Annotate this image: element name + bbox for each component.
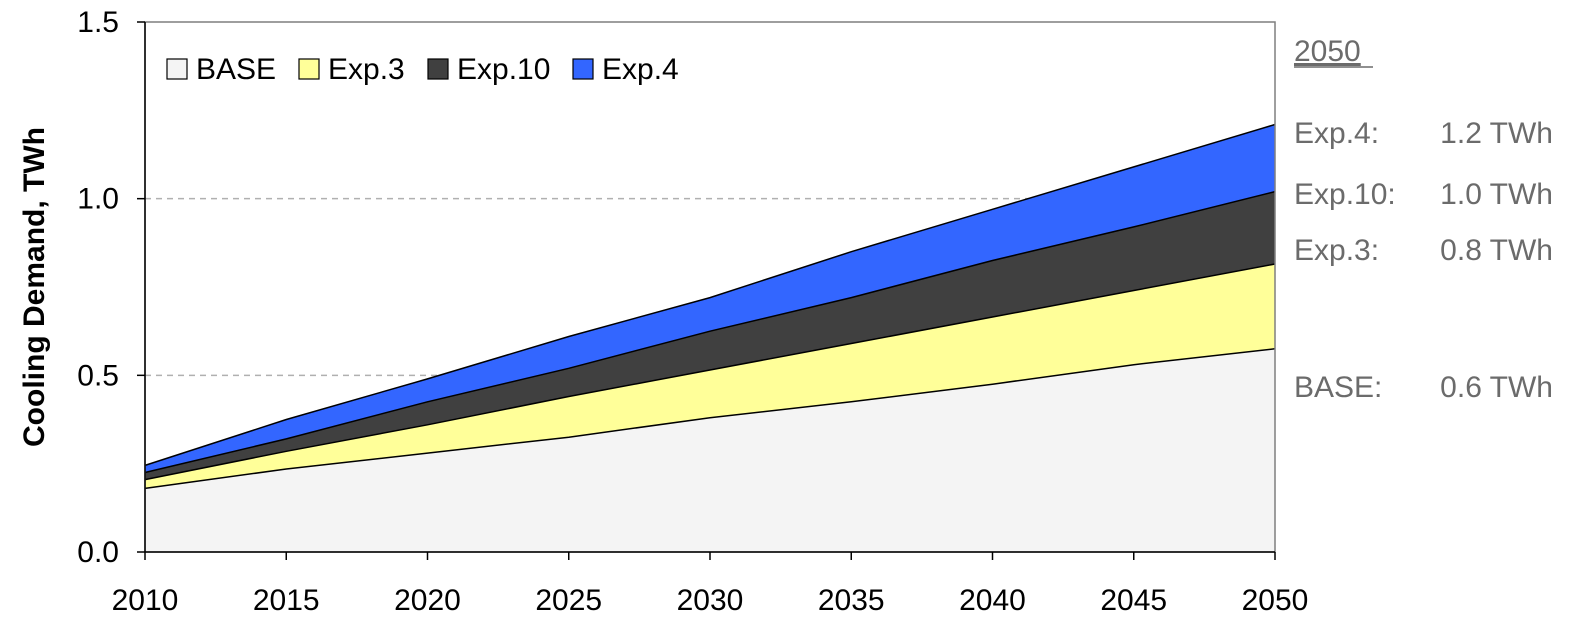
legend: BASE Exp.3 Exp.10 Exp.4 bbox=[166, 53, 679, 86]
y-tick-label: 1.0 bbox=[77, 183, 119, 216]
y-tick-labels: 0.0 0.5 1.0 1.5 bbox=[77, 6, 119, 569]
x-tick-label: 2010 bbox=[112, 584, 179, 617]
line-exp10 bbox=[144, 190, 1276, 474]
area-exp4 bbox=[145, 124, 1275, 473]
x-tick-label: 2015 bbox=[253, 584, 320, 617]
x-tick-label: 2050 bbox=[1242, 584, 1309, 617]
annotation-label: Exp.10: bbox=[1294, 178, 1396, 211]
y-tick-label: 0.0 bbox=[77, 536, 119, 569]
annotation-label: Exp.3: bbox=[1294, 234, 1379, 267]
legend-label: BASE bbox=[196, 53, 276, 86]
line-exp3 bbox=[144, 263, 1276, 481]
legend-label: Exp.10 bbox=[457, 53, 550, 86]
y-tick-label: 0.5 bbox=[77, 359, 119, 392]
annotation-value: 0.8 TWh bbox=[1440, 234, 1553, 267]
axes bbox=[137, 21, 1276, 560]
annotations-2050: 2050 Exp.4: 1.2 TWh Exp.10: 1.0 TWh Exp.3: 0.8… bbox=[1294, 35, 1553, 404]
annotation-item: Exp.4: 1.2 TWh bbox=[1294, 117, 1553, 150]
x-tick-label: 2045 bbox=[1100, 584, 1167, 617]
area-series bbox=[144, 123, 1276, 552]
annotation-item: Exp.3: 0.8 TWh bbox=[1294, 234, 1553, 267]
annotation-label: Exp.4: bbox=[1294, 117, 1379, 150]
x-tick-labels: 2010 2015 2020 2025 2030 2035 2040 2045 2050 bbox=[112, 584, 1309, 617]
annotation-value: 1.0 TWh bbox=[1440, 178, 1553, 211]
legend-swatch bbox=[572, 58, 594, 80]
annotation-value: 0.6 TWh bbox=[1440, 371, 1553, 404]
legend-swatch bbox=[298, 58, 320, 80]
annotation-item: Exp.10: 1.0 TWh bbox=[1294, 178, 1553, 211]
legend-item-exp4: Exp.4 bbox=[572, 53, 679, 86]
x-tick-label: 2020 bbox=[394, 584, 461, 617]
area-base bbox=[145, 348, 1275, 552]
legend-item-exp3: Exp.3 bbox=[298, 53, 405, 86]
legend-item-exp10: Exp.10 bbox=[427, 53, 550, 86]
area-exp10 bbox=[145, 191, 1275, 480]
annotation-item: BASE: 0.6 TWh bbox=[1294, 371, 1553, 404]
x-tick-label: 2040 bbox=[959, 584, 1026, 617]
y-tick-label: 1.5 bbox=[77, 6, 119, 39]
x-tick-label: 2030 bbox=[677, 584, 744, 617]
legend-swatch bbox=[427, 58, 449, 80]
legend-item-base: BASE bbox=[166, 53, 276, 86]
annotation-heading: 2050 bbox=[1294, 35, 1361, 68]
annotation-label: BASE: bbox=[1294, 371, 1382, 404]
line-exp4 bbox=[144, 123, 1276, 467]
y-axis-title: Cooling Demand, TWh bbox=[18, 127, 51, 447]
legend-label: Exp.4 bbox=[602, 53, 679, 86]
annotation-value: 1.2 TWh bbox=[1440, 117, 1553, 150]
legend-swatch bbox=[166, 58, 188, 80]
x-tick-label: 2025 bbox=[535, 584, 602, 617]
line-base bbox=[144, 348, 1276, 490]
area-exp3 bbox=[145, 264, 1275, 489]
legend-label: Exp.3 bbox=[328, 53, 405, 86]
x-tick-label: 2035 bbox=[818, 584, 885, 617]
